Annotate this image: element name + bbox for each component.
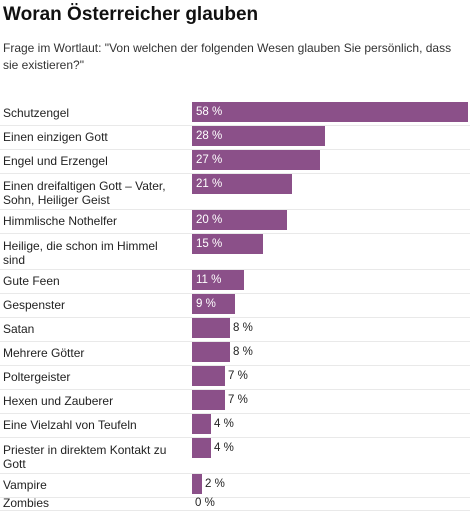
data-label: 4 % <box>214 418 234 430</box>
category-label: Heilige, die schon im Himmel sind <box>3 239 158 267</box>
category-label: Gespenster <box>3 298 66 312</box>
bar <box>192 318 230 338</box>
bar-row: Gute Feen 11 % <box>0 269 470 294</box>
bar <box>192 390 225 410</box>
bar <box>192 414 211 434</box>
data-label: 2 % <box>205 478 225 490</box>
bar-row: Zombies 0 % <box>0 496 470 511</box>
chart-subtitle: Frage im Wortlaut: "Von welchen der folg… <box>3 41 452 72</box>
category-label: Priester in direktem Kontakt zu Gott <box>3 443 167 471</box>
data-label: 58 % <box>196 106 223 118</box>
bar-row: Hexen und Zauberer 7 % <box>0 389 470 414</box>
bar <box>192 342 230 362</box>
bar-row: Eine Vielzahl von Teufeln 4 % <box>0 413 470 438</box>
bar-row: Einen dreifaltigen Gott – Vater, Sohn, H… <box>0 173 470 210</box>
category-label: Satan <box>3 322 35 336</box>
category-label: Himmlische Nothelfer <box>3 214 118 228</box>
data-label: 7 % <box>228 394 248 406</box>
bar-row: Vampire 2 % <box>0 473 470 498</box>
data-label: 8 % <box>233 322 253 334</box>
category-label: Mehrere Götter <box>3 346 85 360</box>
data-label: 20 % <box>196 214 223 226</box>
data-label: 0 % <box>195 497 215 509</box>
bar-row: Einen einzigen Gott 28 % <box>0 125 470 150</box>
category-label: Einen dreifaltigen Gott – Vater, Sohn, H… <box>3 179 166 207</box>
category-label: Gute Feen <box>3 274 60 288</box>
category-label: Hexen und Zauberer <box>3 394 114 408</box>
data-label: 21 % <box>196 178 223 190</box>
bar <box>192 294 235 314</box>
bar <box>192 174 292 194</box>
bar <box>192 150 320 170</box>
data-label: 7 % <box>228 370 248 382</box>
bar <box>192 366 225 386</box>
data-label: 8 % <box>233 346 253 358</box>
bar-row: Poltergeister 7 % <box>0 365 470 390</box>
bar-row: Satan 8 % <box>0 317 470 342</box>
bar-row: Schutzengel 58 % <box>0 101 470 126</box>
bar <box>192 234 263 254</box>
bar <box>192 474 202 494</box>
category-label: Engel und Erzengel <box>3 154 108 168</box>
category-label: Schutzengel <box>3 106 70 120</box>
bar <box>192 126 325 146</box>
category-label: Zombies <box>3 496 50 510</box>
bar-row: Heilige, die schon im Himmel sind 15 % <box>0 233 470 270</box>
bar-row: Engel und Erzengel 27 % <box>0 149 470 174</box>
data-label: 9 % <box>196 298 216 310</box>
bar-row: Himmlische Nothelfer 20 % <box>0 209 470 234</box>
category-label: Eine Vielzahl von Teufeln <box>3 418 137 432</box>
bar-row: Gespenster 9 % <box>0 293 470 318</box>
chart-title: Woran Österreicher glauben <box>3 4 259 25</box>
data-label: 11 % <box>196 274 222 286</box>
category-label: Vampire <box>3 478 47 492</box>
bar <box>192 102 468 122</box>
bar <box>192 210 287 230</box>
data-label: 4 % <box>214 442 234 454</box>
category-label: Einen einzigen Gott <box>3 130 108 144</box>
category-label: Poltergeister <box>3 370 71 384</box>
data-label: 27 % <box>196 154 223 166</box>
data-label: 15 % <box>196 238 223 250</box>
bar <box>192 270 244 290</box>
bar-row: Priester in direktem Kontakt zu Gott 4 % <box>0 437 470 474</box>
bar-row: Mehrere Götter 8 % <box>0 341 470 366</box>
bar <box>192 438 211 458</box>
data-label: 28 % <box>196 130 223 142</box>
